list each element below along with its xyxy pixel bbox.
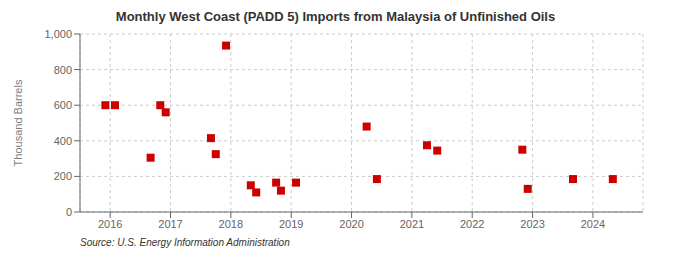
svg-text:200: 200 [54,170,72,182]
svg-text:0: 0 [66,206,72,218]
svg-text:2024: 2024 [581,218,605,230]
svg-text:2019: 2019 [279,218,303,230]
svg-text:800: 800 [54,64,72,76]
svg-text:600: 600 [54,99,72,111]
svg-text:400: 400 [54,135,72,147]
html-text:Monthly West Coast (PADD 5) Im: Monthly West Coast (PADD 5) Imports from… [115,9,556,24]
svg-text:2021: 2021 [400,218,424,230]
svg-text:2016: 2016 [98,218,122,230]
html-text:Source: U.S. Energy Informatio: Source: U.S. Energy Information Administ… [80,237,290,248]
svg-text:Thousand Barrels: Thousand Barrels [12,79,24,166]
svg-text:2023: 2023 [520,218,544,230]
svg-text:2017: 2017 [158,218,182,230]
svg-text:2018: 2018 [219,218,243,230]
svg-text:2020: 2020 [339,218,363,230]
svg-text:2022: 2022 [460,218,484,230]
svg-text:1,000: 1,000 [44,28,72,40]
